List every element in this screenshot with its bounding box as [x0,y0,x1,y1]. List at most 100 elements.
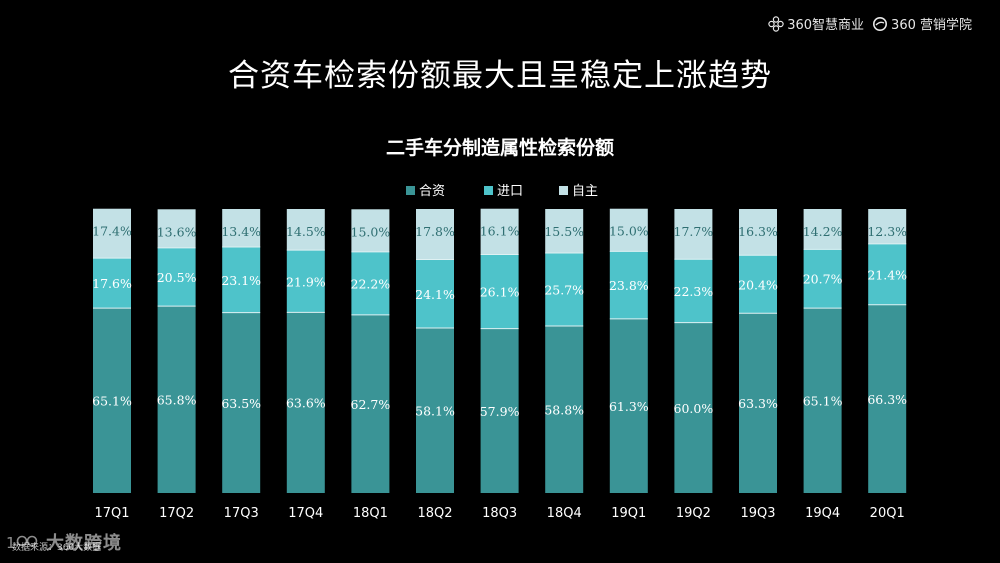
data-label-17Q1-0: 65.1% [92,394,132,409]
bar-segment-18Q3-2 [480,208,519,255]
bar-segment-19Q2-1 [674,259,713,323]
brand-logo-icon: 1 [6,534,38,552]
bar-segment-18Q1-1 [351,251,390,315]
bar-segment-19Q4-2 [803,209,842,250]
bar-group-19Q4: 65.1% 20.7% 14.2% [803,209,843,493]
bar-segment-20Q1-0 [868,304,907,493]
bar-group-18Q2: 58.1% 24.1% 17.8% [415,209,455,493]
data-label-18Q3-0: 57.9% [480,404,520,419]
bar-segment-18Q2-2 [416,209,454,260]
chart-title: 二手车分制造属性检索份额 [385,137,614,159]
data-label-19Q3-0: 63.3% [738,396,778,411]
data-label-19Q1-1: 23.8% [609,278,649,293]
x-tick-label-18Q4: 18Q4 [547,506,582,521]
bar-group-17Q4: 63.6% 21.9% 14.5% [286,209,326,493]
bar-segment-17Q4-0 [286,312,325,493]
bar-segment-18Q4-2 [545,209,584,254]
data-label-17Q4-1: 21.9% [286,274,326,289]
data-label-17Q3-0: 63.5% [221,396,261,411]
legend-item-2: 自主 [559,184,598,199]
data-label-19Q2-0: 60.0% [674,401,714,416]
data-label-18Q3-1: 26.1% [480,285,520,300]
data-label-19Q3-2: 16.3% [738,224,778,239]
data-label-17Q2-0: 65.8% [157,393,197,408]
data-label-17Q2-1: 20.5% [157,270,197,285]
data-label-17Q1-1: 17.6% [92,276,132,291]
data-label-17Q3-2: 13.4% [221,224,261,239]
x-tick-label-19Q1: 19Q1 [611,506,646,521]
brand-text: 大数跨境 [46,533,122,554]
logo-360-marketing-academy: 360 营销学院 [872,14,972,33]
legend-label-0: 合资 [419,184,445,199]
data-label-19Q1-2: 15.0% [609,224,649,239]
bar-group-17Q1: 65.1% 17.6% 17.4% [92,208,132,493]
data-label-17Q4-2: 14.5% [286,224,326,239]
bar-segment-17Q3-0 [222,312,261,493]
bar-segment-18Q2-0 [416,327,454,493]
data-label-17Q3-1: 23.1% [221,273,261,288]
data-label-19Q4-1: 20.7% [803,272,843,287]
bar-group-19Q3: 63.3% 20.4% 16.3% [738,209,778,493]
bar-segment-18Q3-0 [480,328,519,493]
bar-segment-19Q2-0 [674,322,713,493]
data-label-20Q1-0: 66.3% [867,392,907,407]
bar-segment-19Q4-0 [803,308,842,493]
data-label-19Q2-2: 17.7% [674,224,714,239]
bar-segment-17Q3-1 [222,247,261,313]
logo-left-text: 360智慧商业 [787,18,865,33]
logo-bar: 360智慧商业 360 营销学院 [768,14,972,33]
x-tick-label-18Q1: 18Q1 [353,506,388,521]
data-label-17Q1-2: 17.4% [92,224,132,239]
data-label-18Q2-0: 58.1% [415,403,455,418]
x-tick-label-20Q1: 20Q1 [870,506,905,521]
bar-segment-19Q2-2 [674,209,713,260]
bar-group-18Q3: 57.9% 26.1% 16.1% [480,208,520,493]
legend-swatch-0 [406,186,415,195]
data-label-18Q2-1: 24.1% [415,287,455,302]
bar-segment-19Q3-2 [739,209,777,256]
data-label-18Q3-2: 16.1% [480,224,520,239]
legend-item-0: 合资 [406,184,445,199]
data-label-18Q4-0: 58.8% [544,403,584,418]
bar-segment-19Q1-2 [609,208,648,252]
bar-segment-20Q1-1 [868,243,907,305]
bar-segment-17Q2-0 [157,306,196,493]
data-label-18Q4-2: 15.5% [544,224,584,239]
bar-segment-19Q3-0 [739,313,777,493]
data-label-19Q1-0: 61.3% [609,399,649,414]
x-tick-label-17Q3: 17Q3 [224,506,259,521]
data-label-17Q2-2: 13.6% [157,224,197,239]
x-tick-label-19Q2: 19Q2 [676,506,711,521]
bar-segment-20Q1-2 [868,209,907,244]
bar-segment-18Q1-0 [351,314,390,493]
legend-item-1: 进口 [484,184,523,199]
bar-segment-17Q2-2 [157,209,196,248]
logo-right-text: 360 营销学院 [891,18,972,33]
bar-group-17Q3: 63.5% 23.1% 13.4% [221,209,261,493]
logo-360-smart-business: 360智慧商业 [768,14,864,33]
bar-group-17Q2: 65.8% 20.5% 13.6% [157,209,197,493]
legend-label-1: 进口 [497,184,523,199]
bar-segment-19Q3-1 [739,255,777,314]
bar-segment-18Q2-1 [416,259,454,328]
x-tick-label-18Q3: 18Q3 [482,506,517,521]
bar-group-19Q1: 61.3% 23.8% 15.0% [609,208,649,493]
footer: 1 大数跨境 数据来源：360大数据 [6,529,122,555]
bar-segment-19Q4-1 [803,249,842,309]
bar-segment-17Q4-1 [286,250,325,313]
data-label-18Q1-0: 62.7% [351,397,391,412]
bar-group-19Q2: 60.0% 22.3% 17.7% [674,209,714,493]
bar-segment-17Q1-2 [93,208,131,259]
data-label-19Q4-2: 14.2% [803,224,843,239]
bar-segment-18Q4-0 [545,326,584,493]
data-label-18Q4-1: 25.7% [544,283,584,298]
bar-group-18Q1: 62.7% 22.2% 15.0% [351,209,391,493]
data-label-19Q4-0: 65.1% [803,394,843,409]
bar-group-20Q1: 66.3% 21.4% 12.3% [867,209,907,493]
data-label-17Q4-0: 63.6% [286,396,326,411]
bar-group-18Q4: 58.8% 25.7% 15.5% [544,209,584,493]
bar-segment-17Q1-0 [93,308,131,493]
x-tick-label-19Q3: 19Q3 [740,506,775,521]
x-tick-label-19Q4: 19Q4 [805,506,840,521]
legend-label-2: 自主 [572,184,598,199]
